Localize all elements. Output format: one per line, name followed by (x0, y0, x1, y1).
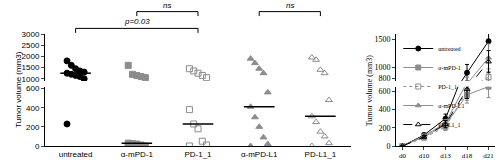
svg-text:600: 600 (378, 87, 390, 96)
svg-text:3000: 3000 (22, 30, 40, 39)
svg-text:2000: 2000 (22, 52, 40, 61)
svg-text:PD-L1_1: PD-L1_1 (438, 122, 460, 128)
svg-text:600: 600 (26, 84, 40, 93)
svg-text:p=0.03: p=0.03 (124, 17, 150, 26)
svg-text:α-mPD-1: α-mPD-1 (121, 150, 154, 159)
svg-text:untreated: untreated (59, 150, 93, 159)
svg-text:d0: d0 (399, 152, 407, 160)
svg-text:PD-1_1: PD-1_1 (184, 150, 212, 159)
svg-text:Tumor volume (mm3): Tumor volume (mm3) (365, 55, 374, 127)
svg-text:400: 400 (378, 105, 390, 114)
svg-text:Tumor volume (mm3): Tumor volume (mm3) (14, 51, 23, 127)
svg-text:400: 400 (26, 104, 40, 113)
svg-text:ns: ns (286, 1, 294, 10)
svg-text:1500: 1500 (374, 35, 390, 44)
svg-text:d21: d21 (483, 152, 494, 160)
svg-text:1500: 1500 (22, 63, 40, 72)
svg-text:d10: d10 (419, 152, 430, 160)
svg-text:d18: d18 (462, 152, 473, 160)
svg-text:α-mPD-L1: α-mPD-L1 (438, 103, 464, 109)
svg-text:200: 200 (378, 124, 390, 133)
svg-text:α-mPD-L1: α-mPD-L1 (241, 150, 278, 159)
svg-text:d13: d13 (440, 152, 451, 160)
svg-text:ns: ns (163, 1, 171, 10)
svg-text:1000: 1000 (22, 75, 40, 84)
svg-text:800: 800 (378, 74, 390, 83)
svg-text:0: 0 (35, 142, 40, 151)
svg-text:PD-L1_1: PD-L1_1 (305, 150, 337, 159)
svg-text:2500: 2500 (22, 41, 40, 50)
svg-text:untreated: untreated (438, 46, 460, 52)
svg-text:200: 200 (26, 123, 40, 132)
svg-text:PD-1_1: PD-1_1 (438, 84, 457, 90)
svg-text:α-mPD-1: α-mPD-1 (438, 65, 460, 71)
svg-text:0: 0 (386, 142, 390, 151)
svg-text:1000: 1000 (374, 63, 390, 72)
